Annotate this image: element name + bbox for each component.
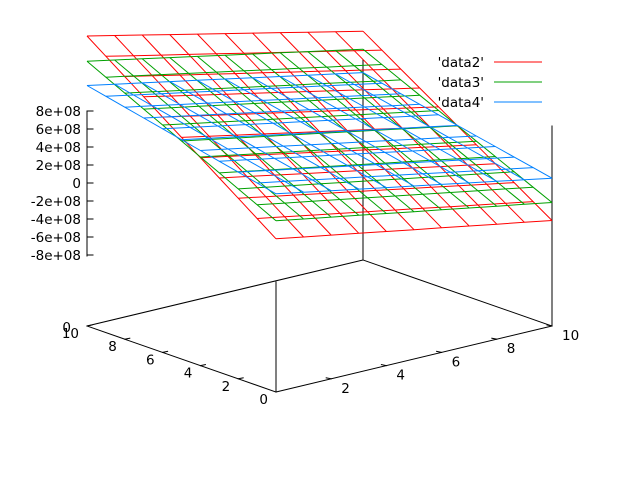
surface-3-col-line <box>362 72 553 179</box>
legend-label: 'data2' <box>438 55 484 71</box>
y-tick-mark <box>124 337 131 340</box>
x-tick-mark <box>491 337 498 340</box>
surface-3-col-line <box>114 83 304 193</box>
x-axis-line <box>275 325 553 393</box>
x-tick-label: 6 <box>146 352 155 368</box>
surface-3-col-line <box>279 76 470 184</box>
x-tick-mark <box>380 364 387 367</box>
surface-3 <box>86 72 553 195</box>
y-tick-mark <box>86 324 93 327</box>
y-tick-label: 4 <box>396 368 405 384</box>
z-tick-label: -2e+08 <box>31 194 81 210</box>
x-tick-label: 4 <box>184 366 193 382</box>
y-tick-mark <box>237 377 244 380</box>
z-tick-label: -8e+08 <box>31 248 81 264</box>
surface-3-col-line <box>141 82 332 192</box>
z-tick-label: 4e+08 <box>36 140 81 156</box>
surface-1-col-line <box>197 33 387 232</box>
z-tick-label: -4e+08 <box>31 212 81 228</box>
y-tick-label: 2 <box>341 381 350 397</box>
z-tick-label: 2e+08 <box>36 158 81 174</box>
y-tick-mark <box>199 364 206 367</box>
base-back-edge <box>86 259 364 327</box>
tick-labels: 8e+08 6e+08 4e+08 2e+08 0 -2e+08 -4e+08 -6e+08 -… <box>31 104 579 408</box>
y-tick-label: 8 <box>507 341 516 357</box>
surface-1-col-line <box>169 34 360 234</box>
surface-2-col-line <box>114 59 304 220</box>
x-tick-label: 10 <box>62 326 79 342</box>
z-tick-label: 6e+08 <box>36 122 81 138</box>
x-tick-label: 2 <box>222 379 231 395</box>
base-right-edge <box>362 259 553 327</box>
y-tick-label: 6 <box>452 354 461 370</box>
legend: 'data2' 'data3' 'data4' <box>438 55 542 111</box>
y-tick-label: 10 <box>562 328 579 344</box>
surface-series <box>86 30 553 240</box>
x-tick-label: 0 <box>259 392 268 408</box>
surface-3-col-line <box>335 73 525 181</box>
axes <box>86 59 553 393</box>
z-tick-label: -6e+08 <box>31 230 81 246</box>
z-tick-label: 0 <box>72 176 81 192</box>
surface-3-col-line <box>197 79 387 189</box>
legend-label: 'data4' <box>438 95 484 111</box>
y-tick-mark <box>162 350 169 353</box>
x-tick-mark <box>436 350 443 353</box>
surface-1-col-line <box>86 35 277 240</box>
y-axis-line <box>86 325 277 393</box>
axis-origin-label: 0 <box>62 320 71 336</box>
surface-1-col-line <box>224 33 415 231</box>
x-tick-mark <box>325 377 332 380</box>
surface-2-col-line <box>141 58 332 218</box>
surface-3-col-line <box>252 77 442 185</box>
surface-3-col-line <box>86 85 277 195</box>
surface-3-col-line <box>224 78 415 187</box>
legend-label: 'data3' <box>438 75 484 91</box>
surface-2-col-line <box>86 60 277 222</box>
x-tick-mark <box>546 324 553 327</box>
surface-3-col-line <box>169 81 360 190</box>
x-tick-label: 8 <box>108 339 117 355</box>
surface-3-col-line <box>307 74 498 182</box>
z-tick-label: 8e+08 <box>36 104 81 120</box>
